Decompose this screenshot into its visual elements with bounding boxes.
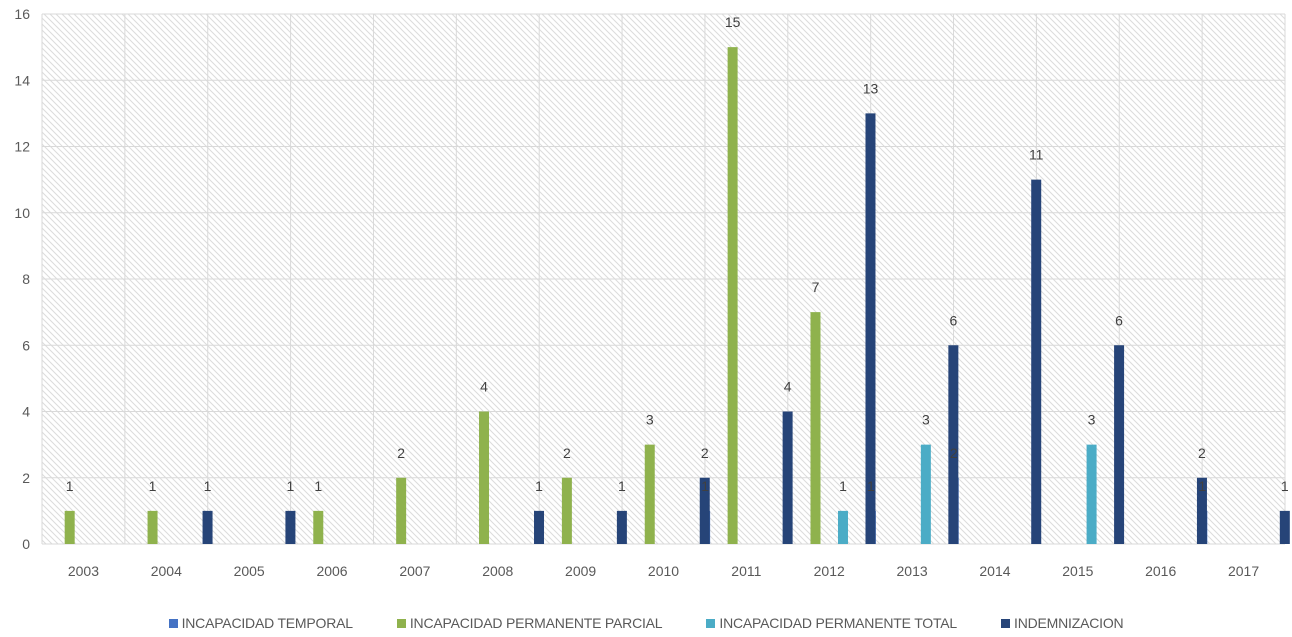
x-tick-label: 2017	[1228, 563, 1259, 579]
x-tick-label: 2015	[1062, 563, 1093, 579]
data-label: 2	[397, 445, 405, 461]
y-tick-label: 4	[22, 404, 30, 420]
data-label: 1	[66, 478, 74, 494]
data-label: 13	[863, 80, 879, 96]
bar	[285, 510, 296, 544]
x-tick-label: 2003	[68, 563, 99, 579]
data-label: 1	[839, 478, 847, 494]
data-label: 2	[1198, 445, 1206, 461]
data-label: 1	[535, 478, 543, 494]
legend-label: INCAPACIDAD TEMPORAL	[181, 615, 353, 631]
data-label: 2	[701, 445, 709, 461]
data-label: 2	[950, 445, 958, 461]
bar	[1196, 477, 1207, 544]
legend-item: INCAPACIDAD PERMANENTE TOTAL	[706, 615, 957, 631]
legend-swatch	[706, 618, 716, 628]
data-label: 1	[314, 478, 322, 494]
data-label: 3	[646, 412, 654, 428]
data-label: 2	[563, 445, 571, 461]
x-tick-label: 2013	[897, 563, 928, 579]
legend-swatch	[168, 618, 178, 628]
bar	[561, 477, 572, 544]
legend-label: INDEMNIZACION	[1014, 615, 1124, 631]
x-tick-label: 2009	[565, 563, 596, 579]
x-tick-label: 2005	[234, 563, 265, 579]
bar	[948, 345, 959, 544]
legend-swatch	[396, 618, 406, 628]
x-tick-label: 2006	[316, 563, 347, 579]
legend-item: INDEMNIZACION	[1001, 615, 1124, 631]
data-label: 1	[701, 478, 709, 494]
bar	[616, 510, 627, 544]
legend-label: INCAPACIDAD PERMANENTE PARCIAL	[409, 615, 663, 631]
legend: INCAPACIDAD TEMPORAL INCAPACIDAD PERMANEN…	[0, 612, 1292, 634]
data-label: 3	[1088, 412, 1096, 428]
bar	[1031, 179, 1042, 544]
legend-item: INCAPACIDAD PERMANENTE PARCIAL	[396, 615, 663, 631]
y-tick-label: 2	[22, 470, 30, 486]
bar	[810, 312, 821, 544]
bar	[1086, 444, 1097, 544]
legend-label: INCAPACIDAD PERMANENTE TOTAL	[719, 615, 958, 631]
bar	[147, 510, 158, 544]
bar	[396, 477, 407, 544]
legend-swatch	[1001, 618, 1011, 628]
data-label: 3	[922, 412, 930, 428]
bar	[837, 510, 848, 544]
y-tick-label: 16	[14, 6, 30, 22]
data-label: 1	[287, 478, 295, 494]
x-tick-label: 2008	[482, 563, 513, 579]
data-label: 1	[618, 478, 626, 494]
legend-item: INCAPACIDAD TEMPORAL	[168, 615, 353, 631]
y-tick-label: 6	[22, 337, 30, 353]
bar	[202, 510, 213, 544]
data-label: 6	[949, 312, 957, 328]
bar	[64, 510, 75, 544]
bar	[534, 510, 545, 544]
x-tick-label: 2007	[399, 563, 430, 579]
bar	[479, 411, 490, 544]
data-label: 1	[204, 478, 212, 494]
x-tick-label: 2012	[814, 563, 845, 579]
y-tick-label: 14	[14, 72, 30, 88]
data-label: 1	[867, 478, 875, 494]
y-tick-label: 0	[22, 536, 30, 552]
bar	[313, 510, 324, 544]
bar	[644, 444, 655, 544]
data-label: 1	[149, 478, 157, 494]
bar	[1114, 345, 1125, 544]
x-tick-label: 2011	[731, 563, 761, 579]
data-label: 6	[1115, 312, 1123, 328]
y-tick-label: 10	[14, 205, 30, 221]
x-tick-label: 2016	[1145, 563, 1176, 579]
data-label: 4	[480, 379, 488, 395]
data-label: 4	[784, 379, 792, 395]
y-tick-label: 8	[22, 271, 30, 287]
bar	[865, 113, 876, 544]
bar	[699, 477, 710, 544]
data-label: 11	[1029, 147, 1044, 163]
bars	[64, 47, 1290, 544]
data-label: 15	[725, 14, 741, 30]
data-label: 1	[1198, 478, 1206, 494]
data-label: 7	[812, 279, 820, 295]
x-tick-label: 2014	[979, 563, 1010, 579]
y-tick-label: 12	[14, 139, 30, 155]
bar	[782, 411, 793, 544]
bar	[727, 47, 738, 544]
x-tick-label: 2004	[151, 563, 182, 579]
bar	[1279, 510, 1290, 544]
data-label: 1	[1281, 478, 1289, 494]
x-tick-label: 2010	[648, 563, 679, 579]
bar	[920, 444, 931, 544]
